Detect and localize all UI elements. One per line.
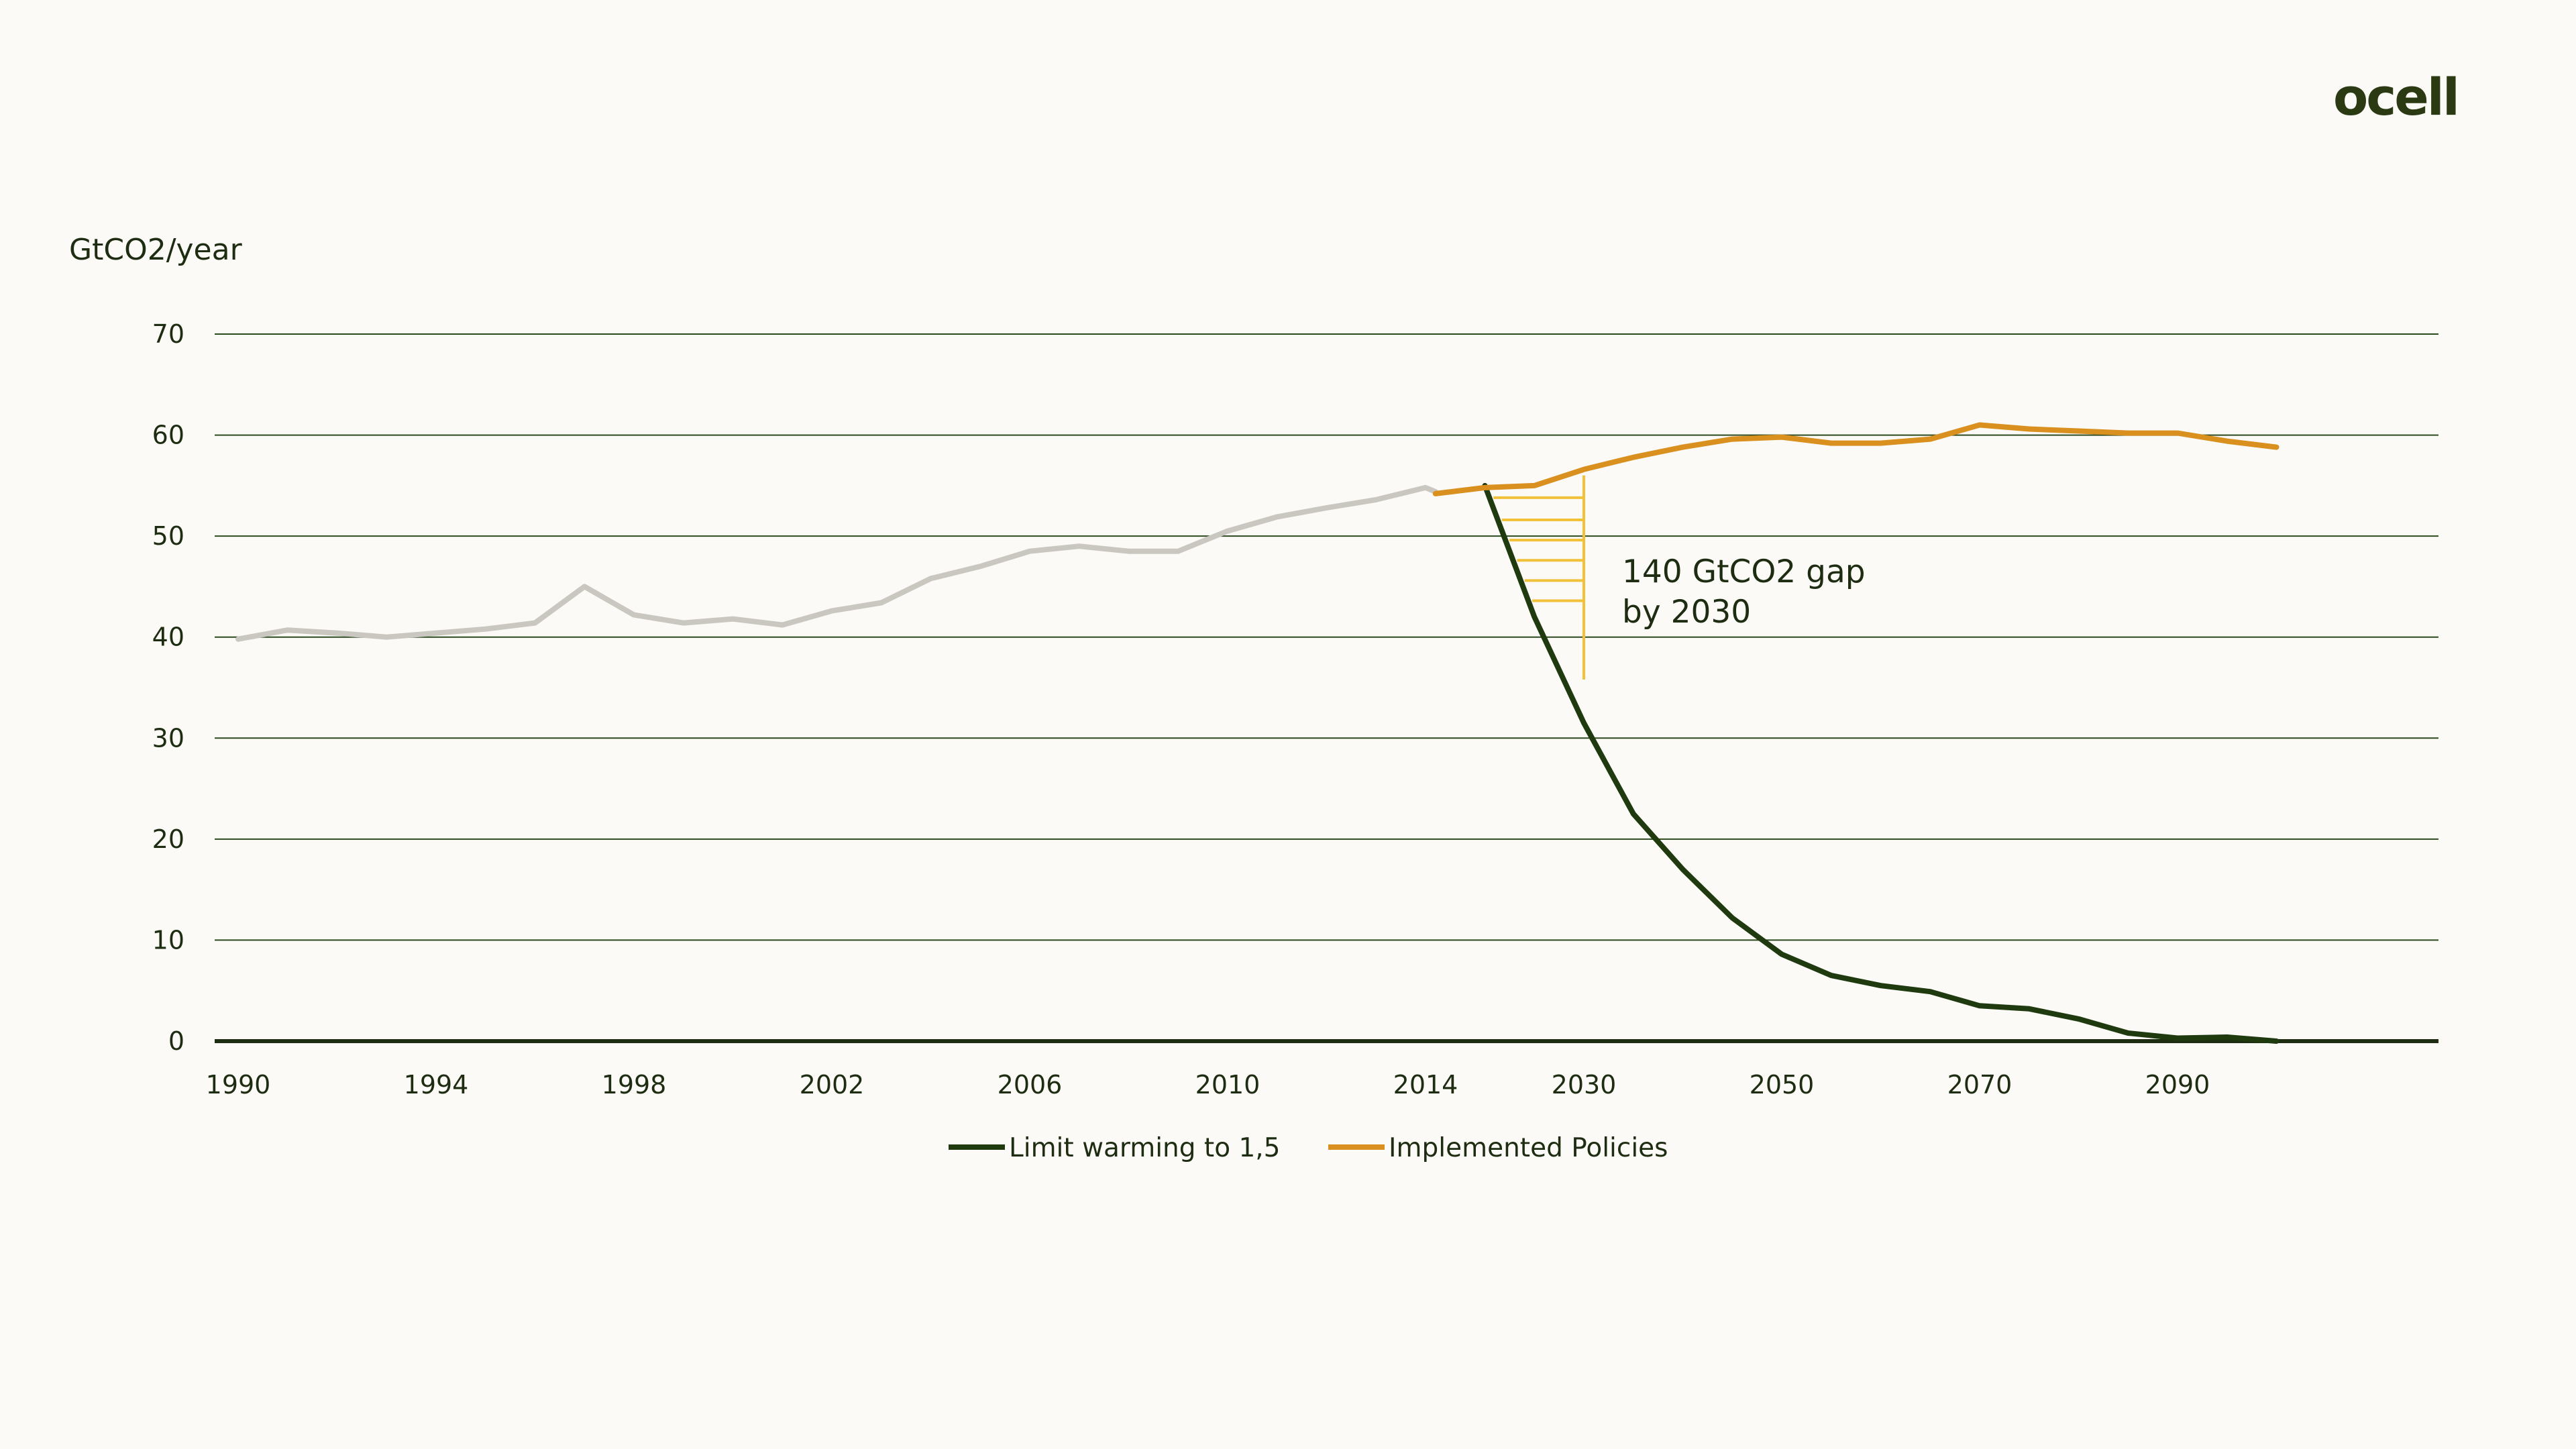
x-tick-labels: 1990 1994 1998 2002 2006 2010 2014 2030 2050 2070… <box>206 1070 2210 1099</box>
y-tick-50: 50 <box>152 521 184 551</box>
y-tick-70: 70 <box>152 319 184 349</box>
x-tick-1998: 1998 <box>602 1070 667 1099</box>
x-tick-2030: 2030 <box>1552 1070 1617 1099</box>
legend-label-limit: Limit warming to 1,5 <box>1009 1133 1281 1163</box>
gap-annotation-line2: by 2030 <box>1622 594 1751 631</box>
historical-emissions-line <box>235 484 1438 642</box>
gap-annotation-line1: 140 GtCO2 gap <box>1622 553 1866 590</box>
ocell-logo: ocell <box>2333 67 2460 127</box>
x-tick-2010: 2010 <box>1195 1070 1260 1099</box>
x-tick-1994: 1994 <box>404 1070 469 1099</box>
limit-warming-line <box>1482 482 2279 1044</box>
y-tick-60: 60 <box>152 421 184 450</box>
x-tick-2014: 2014 <box>1393 1070 1458 1099</box>
y-tick-20: 20 <box>152 824 184 854</box>
legend-label-policies: Implemented Policies <box>1389 1133 1668 1163</box>
series-lines <box>235 422 2279 1044</box>
x-tick-1990: 1990 <box>206 1070 271 1099</box>
x-tick-2050: 2050 <box>1750 1070 1815 1099</box>
gridlines <box>215 333 2438 1043</box>
gap-indicator <box>1493 475 1585 680</box>
y-tick-labels: 0 10 20 30 40 50 60 70 <box>152 319 184 1056</box>
x-tick-2002: 2002 <box>800 1070 865 1099</box>
y-axis-label: GtCO2/year <box>69 233 243 267</box>
y-tick-30: 30 <box>152 723 184 753</box>
x-tick-2070: 2070 <box>1947 1070 2012 1099</box>
implemented-policies-line <box>1432 422 2279 496</box>
legend: Limit warming to 1,5 Implemented Policie… <box>949 1133 1668 1163</box>
y-tick-40: 40 <box>152 623 184 652</box>
y-tick-0: 0 <box>168 1026 184 1056</box>
y-tick-10: 10 <box>152 925 184 955</box>
x-tick-2090: 2090 <box>2145 1070 2210 1099</box>
x-tick-2006: 2006 <box>998 1070 1063 1099</box>
gap-annotation: 140 GtCO2 gap by 2030 <box>1622 553 1866 631</box>
